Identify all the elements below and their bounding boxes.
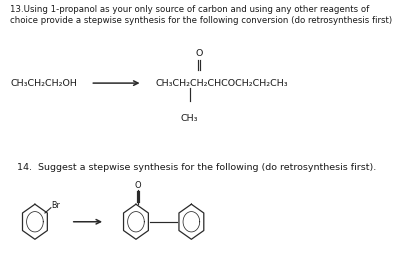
Text: CH₃CH₂CH₂CHCOCH₂CH₂CH₃: CH₃CH₂CH₂CHCOCH₂CH₂CH₃ [156, 79, 288, 88]
Text: 14.  Suggest a stepwise synthesis for the following (do retrosynthesis first).: 14. Suggest a stepwise synthesis for the… [17, 163, 376, 172]
Text: CH₃: CH₃ [181, 114, 198, 124]
Text: Br: Br [51, 201, 60, 210]
Text: 13.Using 1-propanol as your only source of carbon and using any other reagents o: 13.Using 1-propanol as your only source … [11, 5, 392, 25]
Text: O: O [135, 181, 141, 190]
Text: CH₃CH₂CH₂OH: CH₃CH₂CH₂OH [11, 79, 77, 88]
Text: O: O [195, 48, 202, 58]
